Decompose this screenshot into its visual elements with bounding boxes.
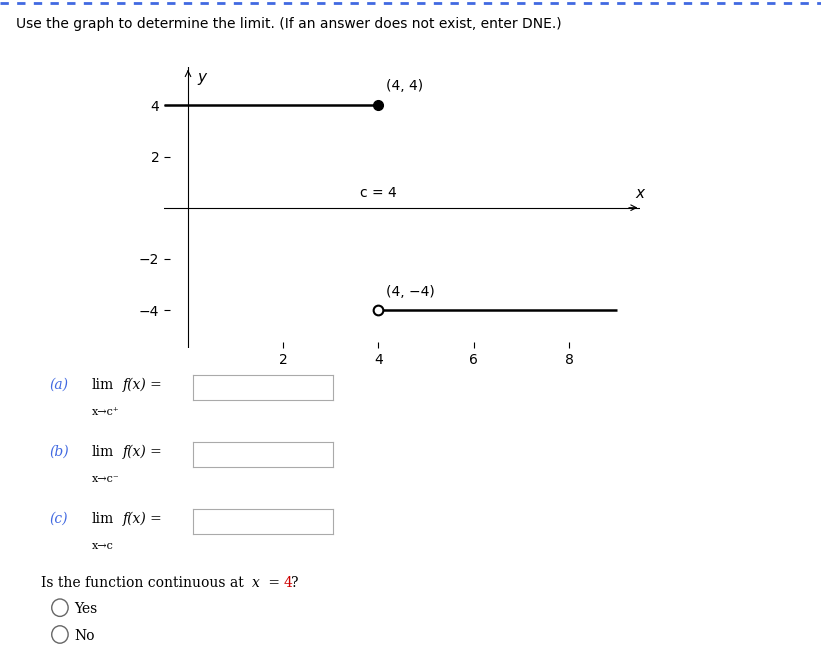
Text: x→c: x→c [92,541,114,551]
Text: ?: ? [291,576,299,590]
Text: x→c⁺: x→c⁺ [92,407,120,417]
Text: (4, 4): (4, 4) [386,78,423,92]
Text: x→c⁻: x→c⁻ [92,474,120,484]
Text: lim: lim [92,512,114,526]
Text: lim: lim [92,378,114,392]
Text: x: x [252,576,260,590]
Text: f(x) =: f(x) = [123,445,163,459]
Text: (b): (b) [49,445,69,459]
Text: lim: lim [92,445,114,459]
Text: No: No [74,629,94,643]
Text: 4: 4 [283,576,292,590]
Text: f(x) =: f(x) = [123,512,163,526]
Text: Use the graph to determine the limit. (If an answer does not exist, enter DNE.): Use the graph to determine the limit. (I… [16,17,562,31]
Text: Yes: Yes [74,602,97,616]
Text: Is the function continuous at: Is the function continuous at [41,576,248,590]
Text: (a): (a) [49,378,68,392]
Text: y: y [198,70,207,84]
Text: (4, −4): (4, −4) [386,285,434,299]
Text: f(x) =: f(x) = [123,378,163,392]
Text: (c): (c) [49,512,68,526]
Text: x: x [635,186,644,201]
Text: c = 4: c = 4 [360,186,397,200]
Text: =: = [264,576,285,590]
